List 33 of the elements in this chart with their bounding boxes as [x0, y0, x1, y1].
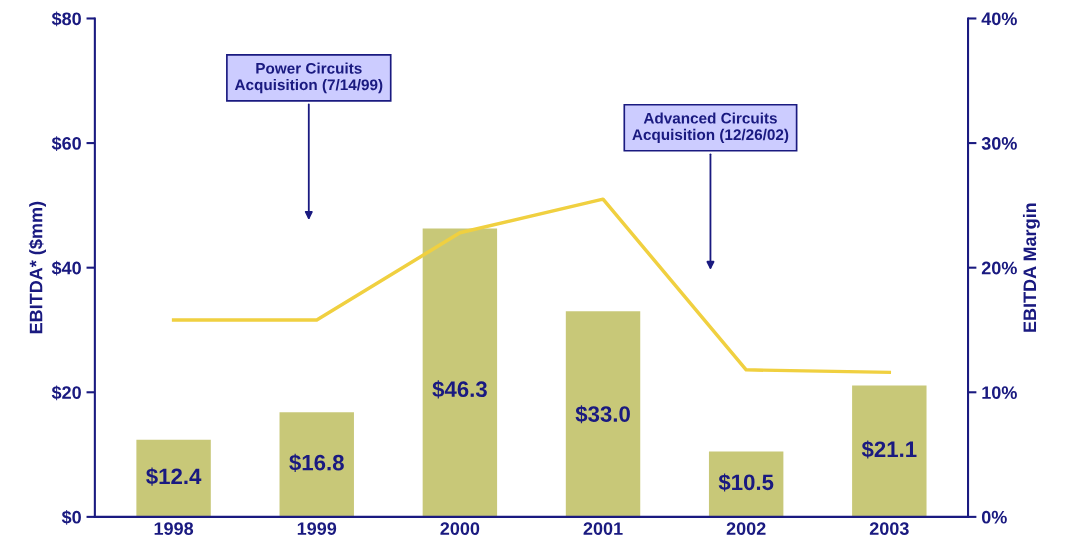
line-series: [171, 197, 892, 375]
y2-tick-label: 20%: [981, 261, 1017, 275]
y-axis-title: EBITDA* ($mm): [28, 201, 46, 334]
x-tick-label: 2003: [869, 522, 909, 536]
data-label: $12.4: [146, 467, 202, 486]
y2-tick-label: 40%: [981, 12, 1017, 26]
y-tick-label: $40: [51, 260, 81, 276]
annotation: Power Circuits Acquisition (7/14/99): [234, 62, 383, 94]
y2-tick-label: 30%: [981, 137, 1017, 150]
x-tick-label: 1998: [154, 522, 194, 535]
bar: [565, 311, 641, 517]
annotation: Advanced Circuits Acquisition (12/26/02): [632, 112, 789, 144]
data-label: $21.1: [861, 440, 917, 459]
bar: [136, 439, 211, 517]
y-tick-label: $20: [51, 385, 81, 401]
bar: [852, 385, 927, 517]
y2-axis-title: EBITDA Margin: [1022, 203, 1040, 332]
y-tick-label: $80: [51, 11, 81, 27]
data-label: $10.5: [718, 473, 774, 492]
data-label: $16.8: [289, 453, 344, 472]
y2-tick-label: 0%: [981, 510, 1007, 524]
x-tick-label: 1999: [297, 522, 337, 535]
y-tick-label: $60: [51, 136, 81, 151]
bar: [708, 451, 784, 517]
y2-tick-label: 10%: [982, 386, 1017, 399]
bar: [279, 412, 354, 517]
x-tick-label: 2000: [440, 522, 480, 535]
y-tick-label: $0: [61, 510, 81, 525]
data-label: $33.0: [575, 405, 630, 424]
x-tick-label: 2002: [726, 522, 766, 535]
x-tick-label: 2001: [583, 522, 623, 535]
data-label: $46.3: [432, 380, 487, 399]
bar: [422, 228, 498, 517]
